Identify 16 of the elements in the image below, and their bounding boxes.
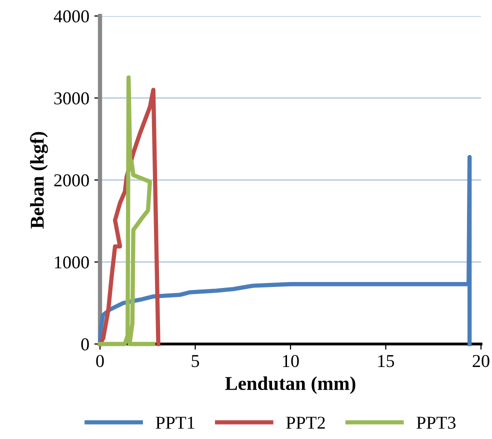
line-series bbox=[98, 154, 472, 346]
y-tick-label: 0 bbox=[81, 338, 89, 350]
x-tick-label: 10 bbox=[283, 354, 299, 368]
x-tick-label: 5 bbox=[192, 355, 200, 368]
y-axis-title: Beban (kgf) bbox=[30, 132, 48, 229]
y-tick-label: 1000 bbox=[55, 256, 89, 268]
legend-label: PPT1 bbox=[156, 416, 194, 429]
y-tick-label: 4000 bbox=[54, 10, 89, 22]
x-tick-label: 20 bbox=[472, 354, 490, 368]
legend-label: PPT2 bbox=[286, 416, 325, 429]
x-tick-label: 0 bbox=[96, 354, 104, 368]
legend-label: PPT3 bbox=[416, 416, 456, 429]
x-axis-title: Lendutan (mm) bbox=[225, 376, 356, 394]
x-tick-label: 15 bbox=[378, 355, 394, 368]
y-tick-label: 2000 bbox=[54, 174, 89, 186]
y-tick-label: 3000 bbox=[54, 92, 89, 104]
